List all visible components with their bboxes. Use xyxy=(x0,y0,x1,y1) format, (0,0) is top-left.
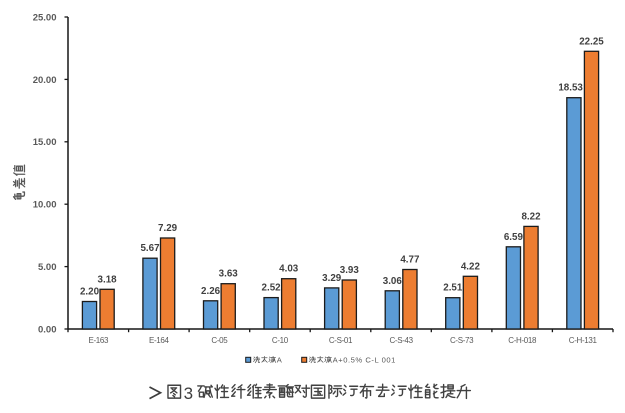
svg-text:4.77: 4.77 xyxy=(400,255,420,266)
svg-text:22.25: 22.25 xyxy=(579,36,604,47)
svg-text:3.06: 3.06 xyxy=(383,276,403,287)
svg-text:3: 3 xyxy=(184,384,193,403)
svg-text:C-H-131: C-H-131 xyxy=(569,336,598,345)
svg-text:2.20: 2.20 xyxy=(80,287,100,298)
svg-text:4.22: 4.22 xyxy=(461,261,481,272)
svg-text:5.00: 5.00 xyxy=(38,262,57,273)
svg-text:0.00: 0.00 xyxy=(38,324,57,335)
svg-text:A+0.5% C-L 001: A+0.5% C-L 001 xyxy=(333,356,396,365)
svg-text:25.00: 25.00 xyxy=(33,12,57,23)
svg-text:20.00: 20.00 xyxy=(33,75,57,86)
svg-text:3.29: 3.29 xyxy=(322,273,342,284)
svg-text:10.00: 10.00 xyxy=(33,200,57,211)
svg-text:C-S-73: C-S-73 xyxy=(450,336,474,345)
svg-text:7.29: 7.29 xyxy=(158,223,178,234)
svg-text:A: A xyxy=(277,356,283,365)
svg-text:2.52: 2.52 xyxy=(262,283,282,294)
svg-text:C-05: C-05 xyxy=(211,336,228,345)
svg-text:4.03: 4.03 xyxy=(279,264,299,275)
svg-text:15.00: 15.00 xyxy=(33,137,57,148)
svg-text:C-10: C-10 xyxy=(272,336,289,345)
svg-text:3.93: 3.93 xyxy=(340,265,360,276)
svg-text:2.51: 2.51 xyxy=(443,283,463,294)
svg-text:18.53: 18.53 xyxy=(558,83,583,94)
svg-text:E-163: E-163 xyxy=(88,336,108,345)
svg-text:C-S-43: C-S-43 xyxy=(389,336,413,345)
svg-text:3.63: 3.63 xyxy=(219,269,239,280)
svg-text:3.18: 3.18 xyxy=(98,274,118,285)
svg-text:2.26: 2.26 xyxy=(201,286,221,297)
svg-text:E-164: E-164 xyxy=(149,336,169,345)
svg-text:C-S-01: C-S-01 xyxy=(329,336,353,345)
svg-text:8.22: 8.22 xyxy=(521,211,541,222)
svg-text:C-H-018: C-H-018 xyxy=(508,336,537,345)
svg-text:5.67: 5.67 xyxy=(140,243,160,254)
svg-text:6.59: 6.59 xyxy=(504,232,524,243)
